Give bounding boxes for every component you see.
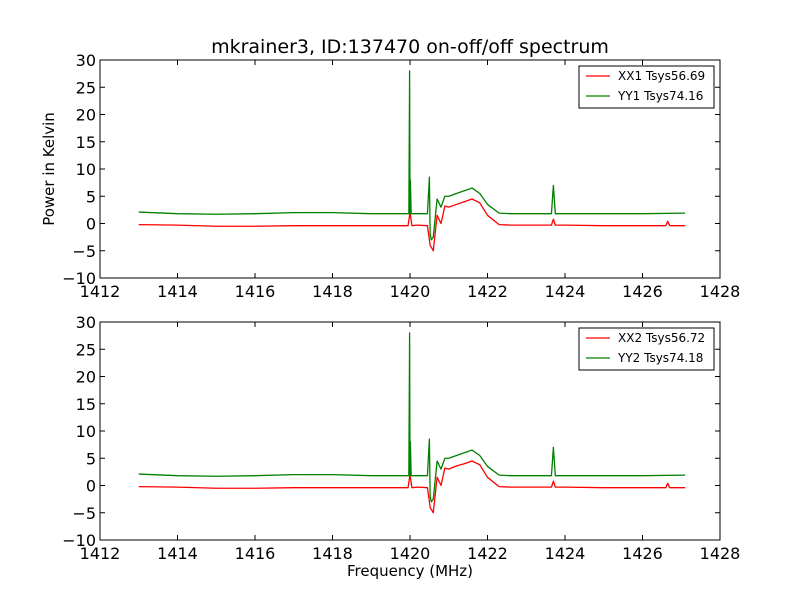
bottom-panel-xtick-label: 1420 [390,544,431,563]
top-panel-xtick-label: 1424 [545,282,586,301]
bottom-panel-legend-label-1: YY2 Tsys74.18 [617,351,703,365]
bottom-panel-xtick-label: 1416 [235,544,276,563]
bottom-panel-ytick-label: 0 [86,477,96,496]
top-panel: Power in Kelvin 1412 1414 1416 1418 1420 1422… [40,51,740,301]
top-panel-xtick-label: 1418 [312,282,353,301]
bottom-panel-xtick-label: 1424 [545,544,586,563]
top-panel-ytick-label: −10 [62,269,96,288]
bottom-panel-ytick-label: 25 [76,340,96,359]
bottom-panel-legend-box [578,327,715,371]
figure-xlabel: Frequency (MHz) [347,562,473,580]
top-panel-xtick-label: 1416 [235,282,276,301]
figure-title: mkrainer3, ID:137470 on-off/off spectrum [211,36,609,58]
top-panel-legend-box [578,65,715,109]
bottom-panel-ytick-label: 30 [76,313,96,332]
top-panel-series-line-1 [138,70,686,241]
top-panel-xtick-label: 1412 [80,282,121,301]
top-panel-xtick-label: 1428 [700,282,741,301]
top-panel-ytick-label: 25 [76,78,96,97]
top-panel-ytick-label: 20 [76,106,96,125]
bottom-panel-series-layer [138,332,686,514]
top-panel-ytick-label: 15 [76,133,96,152]
top-panel-legend-label-1: YY1 Tsys74.16 [617,89,703,103]
top-panel-legend-label-0: XX1 Tsys56.69 [618,69,705,83]
bottom-panel-series-line-1 [138,332,686,503]
bottom-panel-ytick-label: 10 [76,422,96,441]
bottom-panel-ytick-label: −10 [62,531,96,550]
bottom-panel-xtick-label: 1412 [80,544,121,563]
top-panel-ytick-label: 30 [76,51,96,70]
top-panel-ticks-layer: 1412 1414 1416 1418 1420 1422 1424 1426 1428 30 25… [62,51,740,301]
top-panel-ytick-label: −5 [72,242,96,261]
bottom-panel-ytick-label: 20 [76,368,96,387]
bottom-panel-xtick-label: 1422 [467,544,508,563]
top-panel-xtick-label: 1426 [622,282,663,301]
bottom-panel-ytick-label: 15 [76,395,96,414]
top-panel-xtick-label: 1420 [390,282,431,301]
top-panel-ylabel: Power in Kelvin [40,112,58,226]
top-panel-ytick-label: 0 [86,215,96,234]
top-panel-xtick-label: 1414 [157,282,198,301]
top-panel-series-line-0 [138,198,686,252]
bottom-panel-xtick-label: 1426 [622,544,663,563]
bottom-panel-xtick-label: 1414 [157,544,198,563]
bottom-panel-legend: XX2 Tsys56.72 YY2 Tsys74.18 [578,327,715,371]
bottom-panel-ytick-label: 5 [86,449,96,468]
top-panel-legend: XX1 Tsys56.69 YY1 Tsys74.16 [578,65,715,109]
bottom-panel-ytick-label: −5 [72,504,96,523]
bottom-panel: 1412 1414 1416 1418 1420 1422 1424 1426 1428 30 25… [62,313,740,563]
top-panel-xtick-label: 1422 [467,282,508,301]
bottom-panel-xtick-label: 1418 [312,544,353,563]
top-panel-series-layer [138,70,686,252]
bottom-panel-xtick-label: 1428 [700,544,741,563]
top-panel-ytick-label: 10 [76,160,96,179]
bottom-panel-series-line-0 [138,460,686,514]
bottom-panel-legend-label-0: XX2 Tsys56.72 [618,331,705,345]
top-panel-ytick-label: 5 [86,187,96,206]
bottom-panel-ticks-layer: 1412 1414 1416 1418 1420 1422 1424 1426 1428 30 25… [62,313,740,563]
